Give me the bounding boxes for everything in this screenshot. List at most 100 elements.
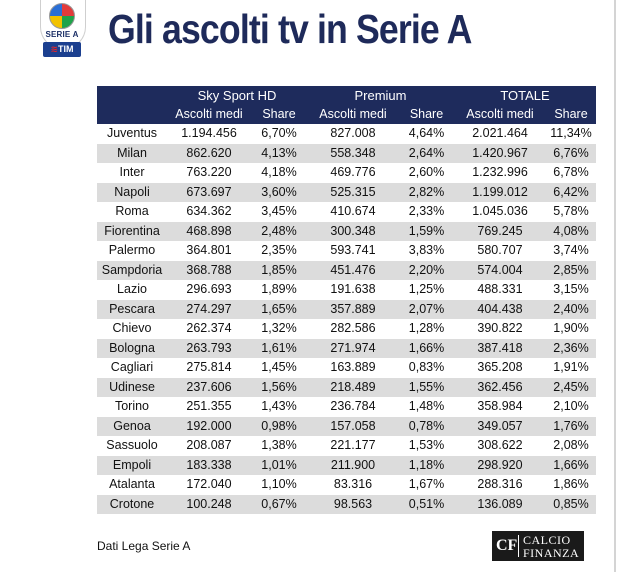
cell-team: Sassuolo [106, 438, 158, 452]
group-header-sky: Sky Sport HD [197, 88, 277, 103]
logo-tim-badge: ≋TIM [43, 42, 81, 57]
cell-premium-ascolti: 191.638 [330, 282, 376, 296]
page-border [614, 0, 616, 572]
cell-team: Palermo [108, 243, 156, 257]
cell-premium-share: 1,48% [408, 399, 445, 413]
cell-sky-share: 0,98% [261, 418, 297, 433]
cell-totale-ascolti: 488.331 [477, 282, 523, 296]
cell-team: Milan [117, 145, 147, 160]
cell-sky-ascolti: 208.087 [186, 438, 232, 452]
cell-team: Inter [119, 165, 145, 179]
brand-line-2: FINANZA [523, 546, 580, 560]
cell-premium-ascolti: 221.177 [330, 438, 376, 452]
cell-premium-ascolti: 410.674 [330, 204, 376, 218]
subheader-premium-share: Share [409, 107, 444, 121]
cell-sky-ascolti: 862.620 [186, 145, 232, 160]
cell-premium-ascolti: 211.900 [330, 457, 376, 472]
cell-sky-ascolti: 192.000 [186, 418, 232, 433]
cell-team: Cagliari [110, 360, 154, 374]
cell-premium-share: 4,64% [408, 126, 445, 140]
cell-sky-share: 0,67% [261, 496, 297, 511]
cell-sky-ascolti: 183.338 [186, 457, 232, 472]
cell-sky-share: 3,60% [261, 184, 297, 199]
cell-sky-ascolti: 368.788 [186, 262, 232, 277]
cell-sky-ascolti: 275.814 [186, 360, 232, 374]
cf-monogram: CF [496, 537, 518, 554]
cell-totale-ascolti: 358.984 [477, 399, 523, 413]
subheader-sky-ascolti: Ascolti medi [175, 107, 243, 121]
cell-sky-share: 4,18% [261, 165, 297, 179]
source-note: Dati Lega Serie A [97, 539, 191, 553]
cell-sky-share: 1,61% [261, 340, 297, 355]
cell-sky-share: 2,48% [261, 223, 297, 238]
cell-totale-ascolti: 308.622 [477, 438, 523, 452]
cell-sky-share: 4,13% [261, 145, 297, 160]
cell-totale-ascolti: 288.316 [477, 477, 523, 491]
cell-totale-share: 2,10% [553, 399, 589, 413]
cell-totale-share: 1,66% [553, 457, 589, 472]
cell-sky-ascolti: 262.374 [186, 321, 232, 335]
cell-premium-share: 1,25% [408, 282, 445, 296]
cell-totale-share: 2,08% [553, 438, 589, 452]
logo-tim-text: TIM [58, 44, 74, 54]
cell-sky-share: 1,43% [261, 399, 297, 413]
cell-sky-ascolti: 1.194.456 [181, 126, 237, 140]
cell-sky-share: 1,32% [261, 321, 297, 335]
group-header-totale: TOTALE [500, 88, 550, 103]
page-title: Gli ascolti tv in Serie A [108, 6, 472, 52]
cell-premium-share: 2,20% [408, 262, 445, 277]
ratings-table: Sky Sport HD Premium TOTALE Ascolti medi… [97, 86, 596, 514]
cell-totale-share: 1,76% [553, 418, 589, 433]
cell-sky-ascolti: 296.693 [186, 282, 232, 296]
cell-premium-share: 0,51% [408, 496, 445, 511]
cell-totale-ascolti: 387.418 [477, 340, 523, 355]
cell-sky-share: 1,85% [261, 262, 297, 277]
cell-premium-share: 1,55% [408, 379, 445, 394]
table-row: Sampdoria 368.788 1,85% 451.476 2,20% 574.004… [97, 260, 596, 280]
cell-totale-share: 11,34% [550, 126, 592, 140]
cell-totale-share: 6,76% [553, 145, 589, 160]
cell-premium-ascolti: 163.889 [330, 360, 376, 374]
table-row: Fiorentina 468.898 2,48% 300.348 1,59% 769.24… [97, 221, 596, 241]
logo-divider [518, 535, 519, 557]
serie-a-tim-logo: SERIE A ≋TIM [36, 0, 88, 64]
cell-sky-share: 1,89% [261, 282, 297, 296]
cell-premium-ascolti: 236.784 [330, 399, 376, 413]
cell-sky-share: 1,45% [261, 360, 297, 374]
cell-totale-ascolti: 362.456 [477, 379, 523, 394]
cell-totale-ascolti: 404.438 [477, 301, 523, 316]
cell-team: Sampdoria [101, 262, 163, 277]
cell-sky-share: 1,10% [261, 477, 297, 491]
table-row: Bologna 263.793 1,61% 271.974 1,66% 387.418 2,… [97, 338, 596, 358]
cell-sky-ascolti: 763.220 [186, 165, 232, 179]
cell-team: Juventus [106, 126, 158, 140]
table-row: Juventus 1.194.456 6,70% 827.008 4,64% 2.021.… [97, 124, 596, 144]
table-row: Palermo 364.801 2,35% 593.741 3,83% 580.707 3,… [97, 241, 596, 261]
calcio-finanza-logo: CF CALCIO FINANZA [492, 531, 584, 561]
cell-sky-ascolti: 468.898 [186, 223, 232, 238]
cell-team: Genoa [113, 418, 151, 433]
table-row: Roma 634.362 3,45% 410.674 2,33% 1.045.036 5,7… [97, 202, 596, 222]
cell-totale-ascolti: 1.232.996 [472, 165, 528, 179]
cell-premium-share: 2,33% [408, 204, 445, 218]
cell-sky-ascolti: 634.362 [186, 204, 232, 218]
cell-totale-ascolti: 390.822 [477, 321, 523, 335]
table-row: Inter 763.220 4,18% 469.776 2,60% 1.232.996 6,… [97, 163, 596, 183]
cell-totale-share: 2,40% [553, 301, 589, 316]
logo-serie-a-text: SERIE A [45, 30, 79, 39]
subheader-sky-share: Share [262, 107, 296, 121]
table-row: Crotone 100.248 0,67% 98.563 0,51% 136.089 0,8… [97, 494, 596, 514]
cell-premium-ascolti: 98.563 [333, 496, 373, 511]
cell-team: Torino [114, 399, 150, 413]
cell-totale-ascolti: 298.920 [477, 457, 523, 472]
cell-premium-share: 2,60% [408, 165, 445, 179]
cell-premium-share: 0,83% [408, 360, 445, 374]
cell-totale-share: 3,15% [553, 282, 589, 296]
cell-totale-share: 2,36% [553, 340, 589, 355]
cell-premium-ascolti: 469.776 [330, 165, 376, 179]
cell-premium-share: 1,67% [408, 477, 445, 491]
table-body: Juventus 1.194.456 6,70% 827.008 4,64% 2.021.… [97, 124, 596, 514]
cell-totale-share: 1,86% [553, 477, 589, 491]
cell-totale-ascolti: 136.089 [477, 496, 523, 511]
table-row: Empoli 183.338 1,01% 211.900 1,18% 298.920 1,6… [97, 455, 596, 475]
